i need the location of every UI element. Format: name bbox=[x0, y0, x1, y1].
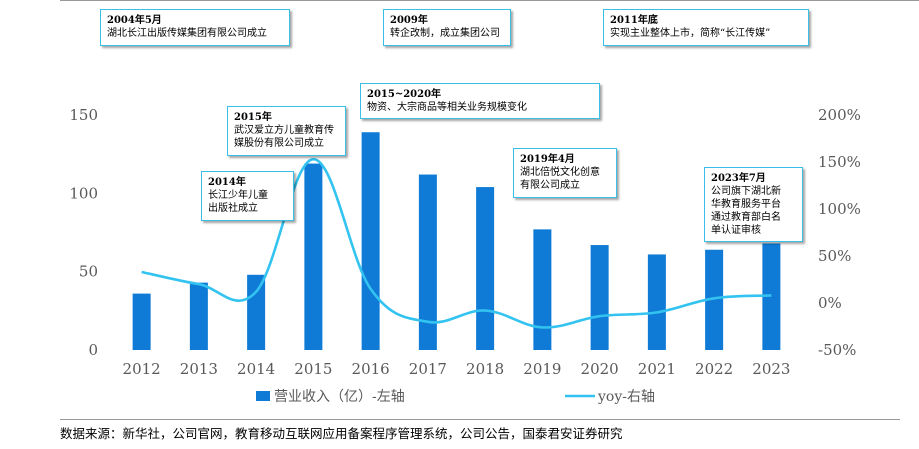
bar-2021 bbox=[647, 254, 666, 350]
annotation-year: 2004年5月 bbox=[107, 15, 162, 26]
annotation-2015-2020: 2015~2020年 物资、大宗商品等相关业务规模变化 bbox=[360, 83, 600, 119]
top-rule bbox=[60, 0, 919, 1]
annotation-2015: 2015年 武汉爱立方儿童教育传 媒股份有限公司成立 bbox=[227, 106, 346, 156]
annotation-2009: 2009年 转企改制，成立集团公司 bbox=[383, 9, 511, 46]
annotation-text: 长江少年儿童 bbox=[208, 190, 268, 201]
annotation-2011: 2011年底 实现主业整体上市，简称“长江传媒” bbox=[603, 9, 809, 46]
y-left-tick-100: 100 bbox=[69, 184, 98, 202]
annotation-text: 有限公司成立 bbox=[520, 180, 580, 191]
y-left-tick-0: 0 bbox=[88, 341, 98, 359]
x-tick-2022: 2022 bbox=[695, 360, 733, 378]
annotation-year: 2015~2020年 bbox=[367, 89, 442, 100]
annotation-text: 通过教育部白名 bbox=[711, 212, 781, 223]
x-tick-2018: 2018 bbox=[466, 360, 504, 378]
y-right-tick-50: 50% bbox=[818, 247, 851, 265]
annotation-text: 实现主业整体上市，简称“长江传媒” bbox=[610, 28, 771, 39]
source-note: 数据来源：新华社，公司官网，教育移动互联网应用备案程序管理系统，公司公告，国泰君… bbox=[60, 426, 623, 441]
x-tick-2020: 2020 bbox=[581, 360, 619, 378]
annotation-year: 2009年 bbox=[390, 15, 428, 26]
x-tick-2021: 2021 bbox=[638, 360, 676, 378]
bar-2012 bbox=[132, 293, 151, 350]
annotation-year: 2019年4月 bbox=[520, 154, 575, 165]
bar-2017 bbox=[418, 174, 437, 350]
annotation-text: 物资、大宗商品等相关业务规模变化 bbox=[367, 102, 527, 113]
bar-2014 bbox=[247, 274, 266, 350]
bar-2013 bbox=[189, 282, 208, 350]
x-tick-2012: 2012 bbox=[123, 360, 161, 378]
bar-2022 bbox=[705, 249, 724, 350]
annotation-text: 武汉爱立方儿童教育传 bbox=[234, 125, 334, 136]
annotation-text: 公司旗下湖北新 bbox=[711, 186, 781, 197]
legend-label-revenue: 营业收入（亿）-左轴 bbox=[274, 389, 405, 405]
bar-2020 bbox=[590, 245, 609, 350]
legend-label-yoy: yoy-右轴 bbox=[597, 389, 655, 405]
x-tick-2014: 2014 bbox=[237, 360, 275, 378]
bar-2016 bbox=[361, 132, 380, 350]
y-right-tick-200: 200% bbox=[818, 106, 861, 124]
bottom-rule bbox=[60, 419, 900, 420]
annotation-text: 华教育服务平台 bbox=[711, 199, 781, 210]
annotation-text: 转企改制，成立集团公司 bbox=[390, 28, 500, 39]
annotation-2019: 2019年4月 湖北倍悦文化创意 有限公司成立 bbox=[513, 148, 617, 198]
annotation-year: 2023年7月 bbox=[711, 173, 766, 184]
legend-swatch-revenue bbox=[256, 391, 270, 401]
bar-2015 bbox=[304, 163, 323, 350]
y-right-tick-150: 150% bbox=[818, 153, 861, 171]
y-left-tick-150: 150 bbox=[69, 106, 98, 124]
annotation-2023: 2023年7月 公司旗下湖北新 华教育服务平台 通过教育部白名 单认证审核 bbox=[704, 167, 803, 242]
annotation-year: 2014年 bbox=[208, 177, 246, 188]
x-tick-2023: 2023 bbox=[752, 360, 790, 378]
annotation-text: 出版社成立 bbox=[208, 203, 258, 214]
yoy-line bbox=[141, 157, 772, 329]
bar-2019 bbox=[533, 229, 552, 350]
y-right-tick-0: 0% bbox=[818, 294, 842, 312]
y-left-tick-50: 50 bbox=[79, 263, 98, 281]
annotation-text: 媒股份有限公司成立 bbox=[234, 138, 324, 149]
x-tick-2017: 2017 bbox=[409, 360, 447, 378]
annotation-text: 湖北倍悦文化创意 bbox=[520, 167, 600, 178]
y-right-tick-100: 100% bbox=[818, 200, 861, 218]
x-tick-2019: 2019 bbox=[523, 360, 561, 378]
x-tick-2015: 2015 bbox=[294, 360, 332, 378]
annotation-2004: 2004年5月 湖北长江出版传媒集团有限公司成立 bbox=[100, 9, 290, 46]
bar-2018 bbox=[476, 187, 495, 350]
y-right-tick--50: -50% bbox=[818, 341, 856, 359]
annotation-year: 2015年 bbox=[234, 112, 272, 123]
x-tick-2013: 2013 bbox=[180, 360, 218, 378]
x-tick-2016: 2016 bbox=[352, 360, 390, 378]
annotation-2014: 2014年 长江少年儿童 出版社成立 bbox=[201, 171, 294, 221]
annotation-year: 2011年底 bbox=[610, 15, 658, 26]
annotation-text: 湖北长江出版传媒集团有限公司成立 bbox=[107, 28, 267, 39]
annotation-text: 单认证审核 bbox=[711, 225, 761, 236]
